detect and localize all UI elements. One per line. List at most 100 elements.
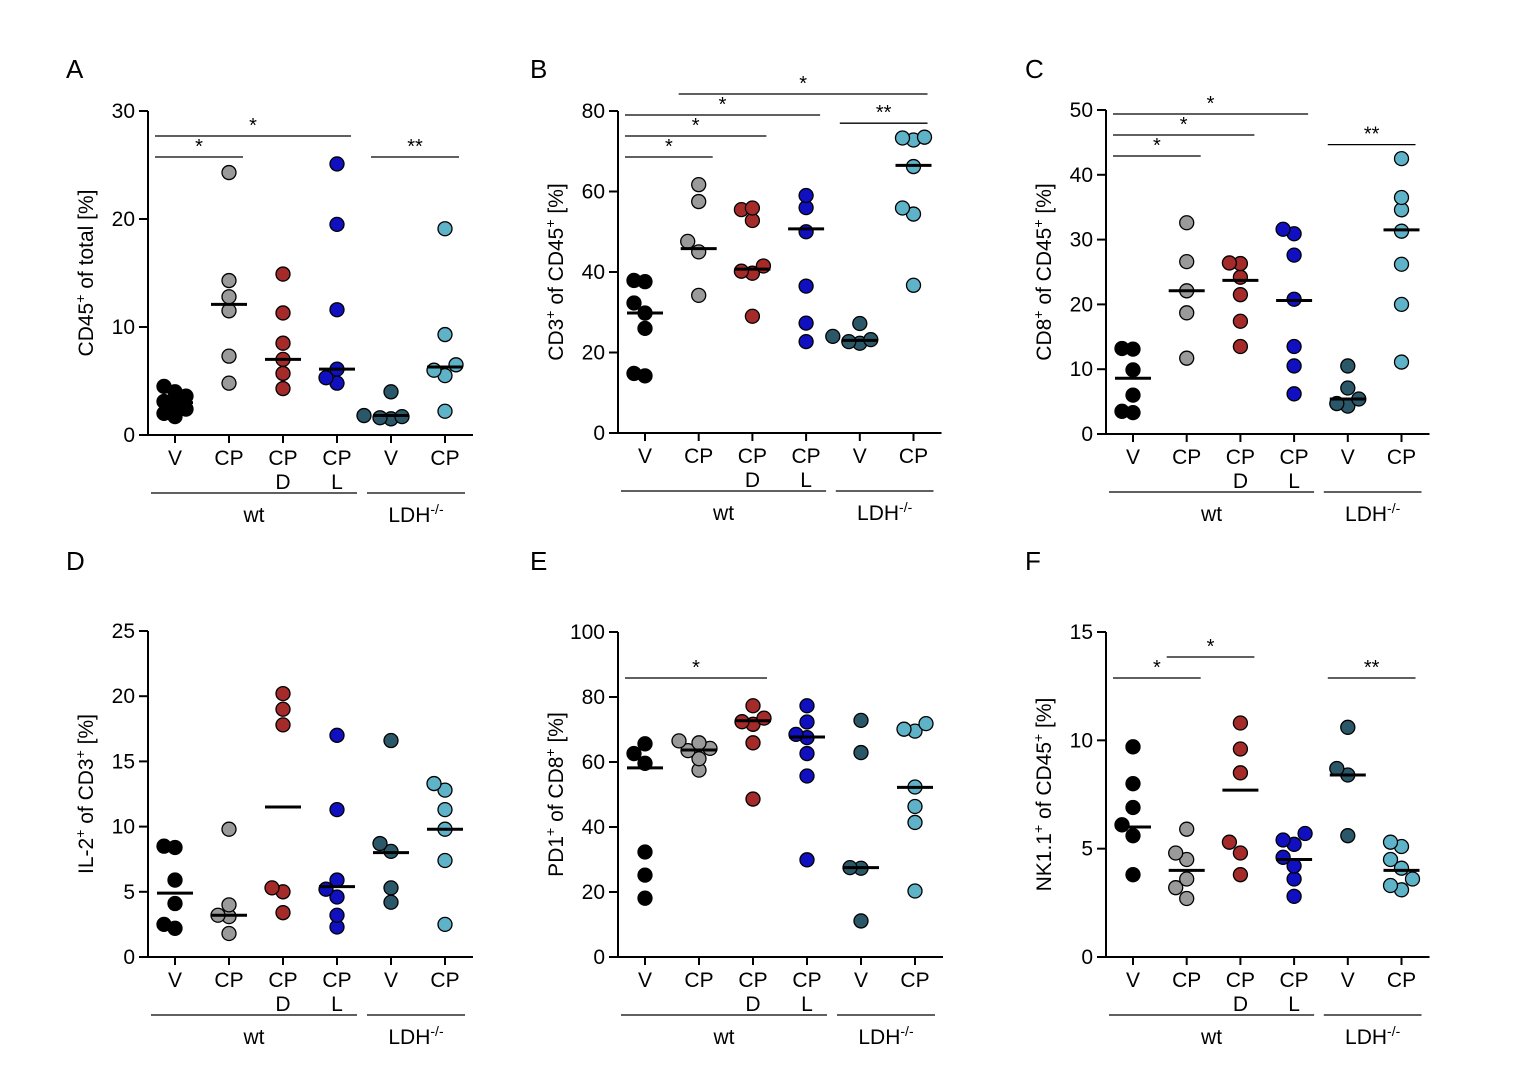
y-tick-label: 10 [1070, 358, 1093, 381]
x-category-label: CP [1387, 446, 1416, 469]
group-label-text: LDH [858, 1026, 900, 1049]
data-point [918, 716, 934, 732]
data-point [691, 193, 707, 210]
data-point [275, 266, 291, 282]
data-point [1232, 845, 1249, 861]
data-point [1179, 215, 1195, 231]
data-point [329, 156, 345, 172]
y-tick-label: 0 [1081, 946, 1093, 969]
data-point [745, 735, 761, 751]
data-point [448, 357, 464, 373]
data-point [798, 315, 814, 331]
data-point [437, 221, 453, 237]
x-category-label: V [1126, 446, 1140, 469]
x-category-sublabel: D [275, 471, 290, 494]
group-label: LDH-/- [857, 499, 913, 525]
x-category-label: CP [430, 447, 459, 470]
data-point [221, 925, 237, 942]
y-axis-label-superscript: + [72, 295, 88, 303]
x-category-label: V [854, 969, 868, 992]
y-axis-label-part: of CD45 [1033, 742, 1056, 825]
y-axis-label-part: CD3 [545, 319, 568, 361]
y-tick-label: 0 [1081, 423, 1093, 446]
data-point [691, 751, 707, 767]
data-point [1232, 741, 1249, 757]
data-point [167, 872, 183, 888]
data-point [1286, 888, 1302, 904]
data-point [156, 916, 172, 933]
x-category-label: CP [268, 969, 297, 992]
data-point [691, 735, 707, 751]
data-point [372, 835, 388, 852]
data-point [745, 791, 761, 807]
data-point [437, 403, 453, 419]
y-tick-label: 100 [570, 621, 605, 644]
group-label-text: LDH [1345, 503, 1387, 526]
y-tick-label: 0 [123, 946, 135, 969]
y-tick-label: 60 [582, 181, 605, 204]
data-point [894, 130, 911, 146]
data-point [372, 410, 388, 426]
data-point [1275, 221, 1291, 237]
data-point [1125, 867, 1141, 883]
data-point [356, 407, 372, 424]
data-point [745, 698, 761, 714]
data-point [637, 844, 653, 860]
data-point [1286, 247, 1302, 263]
data-point [1125, 387, 1141, 403]
group-label-text: wt [1200, 1026, 1222, 1049]
y-axis-label-part: [%] [1033, 183, 1056, 219]
data-point [896, 721, 912, 737]
data-point [329, 889, 345, 905]
group-label: LDH-/- [388, 1023, 444, 1049]
data-point [1168, 845, 1184, 861]
data-point [437, 852, 453, 869]
y-axis-label-superscript: + [542, 311, 558, 319]
y-tick-label: 20 [1070, 293, 1093, 316]
y-axis-label: CD8+ of CD45+ [%] [1030, 183, 1056, 360]
y-tick-label: 5 [123, 881, 135, 904]
y-tick-label: 25 [112, 620, 135, 643]
data-point [744, 200, 761, 216]
y-axis-label-superscript: + [1030, 219, 1046, 227]
significance-label: * [1153, 657, 1161, 679]
x-category-sublabel: L [331, 993, 343, 1016]
data-point [221, 897, 237, 913]
x-category-label: CP [738, 969, 767, 992]
data-point [1232, 269, 1249, 285]
y-axis-label-superscript: + [1030, 734, 1046, 742]
significance-label: * [1207, 93, 1215, 115]
y-tick-label: 40 [582, 816, 605, 839]
data-point [329, 907, 345, 923]
data-point [1393, 256, 1410, 272]
data-point [221, 821, 237, 837]
y-axis-label: CD45+ of total [%] [72, 190, 98, 357]
data-point [798, 224, 814, 240]
y-axis-label-superscript: + [1030, 825, 1046, 833]
data-point [916, 129, 933, 145]
data-point [1232, 765, 1249, 781]
x-category-sublabel: L [1288, 470, 1300, 493]
y-tick-label: 20 [112, 208, 135, 231]
y-axis-label: NK1.1+ of CD45+ [%] [1030, 698, 1056, 892]
data-point [1114, 340, 1130, 357]
data-point [221, 375, 237, 391]
data-point [671, 733, 687, 749]
data-point [1340, 380, 1356, 396]
y-tick-label: 15 [1070, 621, 1093, 644]
y-tick-label: 0 [593, 946, 605, 969]
y-axis-label-superscript: + [72, 830, 88, 838]
data-point [329, 216, 345, 233]
x-category-label: CP [1226, 969, 1255, 992]
data-point [167, 895, 183, 912]
data-point [329, 872, 345, 888]
significance-label: * [1153, 135, 1161, 157]
y-axis-label-superscript: + [1030, 311, 1046, 319]
y-axis-label-part: [%] [1033, 698, 1056, 734]
group-label-text: wt [712, 502, 734, 525]
